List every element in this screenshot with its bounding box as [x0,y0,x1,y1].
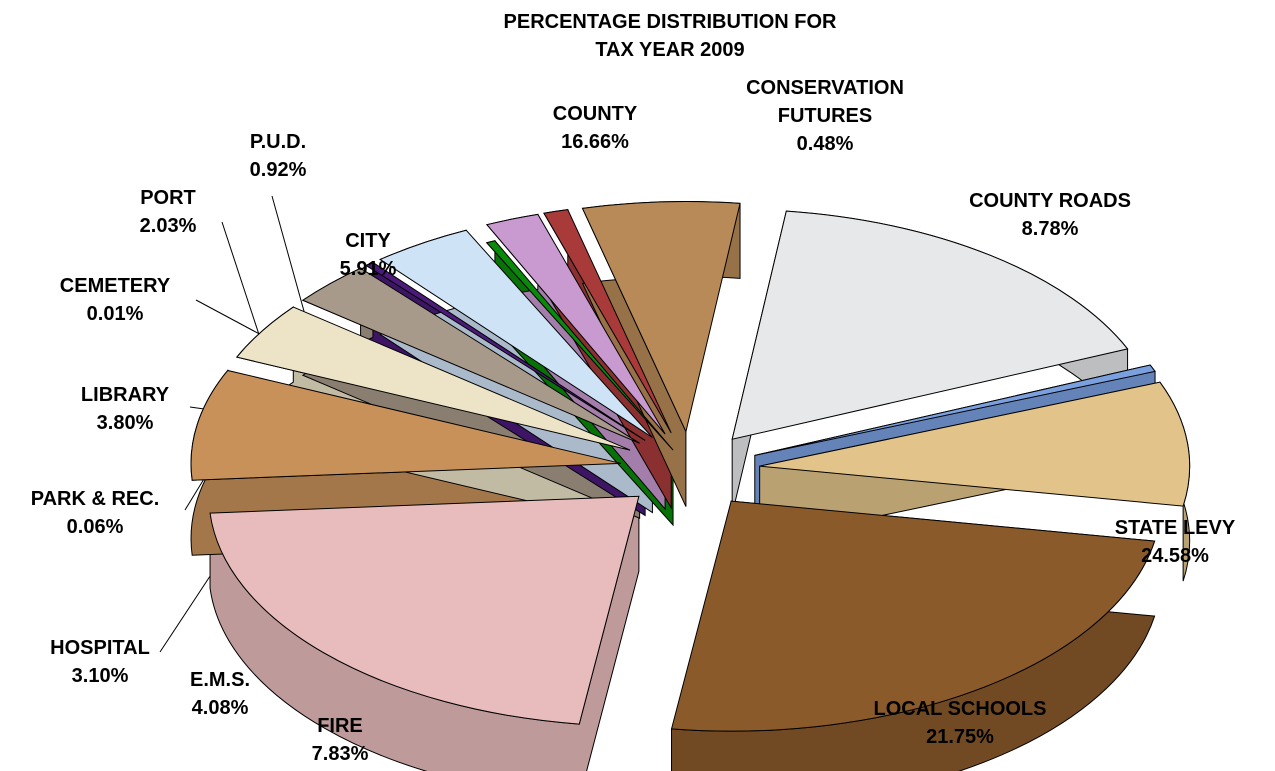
label-library: LIBRARY 3.80% [60,381,190,437]
label-hospital: HOSPITAL 3.10% [40,634,160,690]
label-local-schools: LOCAL SCHOOLS 21.75% [840,695,1080,751]
slice-cemetery [485,240,674,451]
label-library-pct: 3.80% [96,412,154,434]
label-local-schools-name: LOCAL SCHOOLS [873,698,1047,720]
label-cemetery: CEMETERY 0.01% [35,272,195,328]
label-county-name: COUNTY [552,103,638,125]
label-port-name: PORT [140,187,196,209]
label-state-levy-name: STATE LEVY [1114,517,1236,539]
label-ems-name: E.M.S. [189,669,250,691]
label-conservation-futures: CONSERVATION FUTURES 0.48% [705,74,945,158]
label-fire-name: FIRE [317,715,363,737]
label-library-name: LIBRARY [80,384,170,406]
label-county-roads-pct: 8.78% [1021,218,1079,240]
slice-county [731,210,1129,440]
slice-p-u-d [543,209,672,434]
slice-city [581,201,741,434]
label-conservation-futures-line2: FUTURES [777,105,873,127]
label-ems-pct: 4.08% [191,697,249,719]
slice-fire [190,369,622,481]
label-county-roads: COUNTY ROADS 8.78% [935,187,1165,243]
label-fire: FIRE 7.83% [295,712,385,768]
label-city-name: CITY [345,230,391,252]
label-pud-name: P.U.D. [249,131,307,153]
slice-port [486,213,666,435]
label-local-schools-pct: 21.75% [926,726,994,748]
label-park-rec-name: PARK & REC. [30,488,160,510]
label-conservation-futures-line1: CONSERVATION [746,77,904,99]
label-county-pct: 16.66% [561,131,629,153]
label-park-rec: PARK & REC. 0.06% [5,485,185,541]
slice-library [379,229,653,438]
label-city-pct: 5.91% [339,258,397,280]
slice-state-levy [670,500,1156,732]
label-conservation-futures-pct: 0.48% [796,133,854,155]
slice-e-m-s [235,306,631,451]
label-cemetery-pct: 0.01% [86,303,144,325]
label-county: COUNTY 16.66% [540,100,650,156]
label-city: CITY 5.91% [318,227,418,283]
slice-local-schools [209,495,640,725]
label-hospital-pct: 3.10% [71,665,129,687]
label-port: PORT 2.03% [118,184,218,240]
chart-title-line-2: TAX YEAR 2009 [595,39,745,61]
slice-conservation-futures [754,364,1156,456]
label-port-pct: 2.03% [139,215,197,237]
slice-park-rec [365,261,646,441]
label-state-levy: STATE LEVY 24.58% [1095,514,1255,570]
label-pud: P.U.D. 0.92% [228,128,328,184]
label-park-rec-pct: 0.06% [66,516,124,538]
slice-tops [190,201,1191,732]
label-county-roads-name: COUNTY ROADS [969,190,1131,212]
label-pud-pct: 0.92% [249,159,307,181]
label-fire-pct: 7.83% [311,743,369,765]
slice-hospital [301,267,640,444]
label-ems: E.M.S. 4.08% [165,666,275,722]
label-cemetery-name: CEMETERY [59,275,171,297]
chart-title-line-1: PERCENTAGE DISTRIBUTION FOR [503,11,837,33]
chart-title: PERCENTAGE DISTRIBUTION FOR TAX YEAR 200… [390,8,950,64]
label-state-levy-pct: 24.58% [1141,545,1209,567]
label-hospital-name: HOSPITAL [50,637,150,659]
slice-county-roads [759,381,1191,507]
